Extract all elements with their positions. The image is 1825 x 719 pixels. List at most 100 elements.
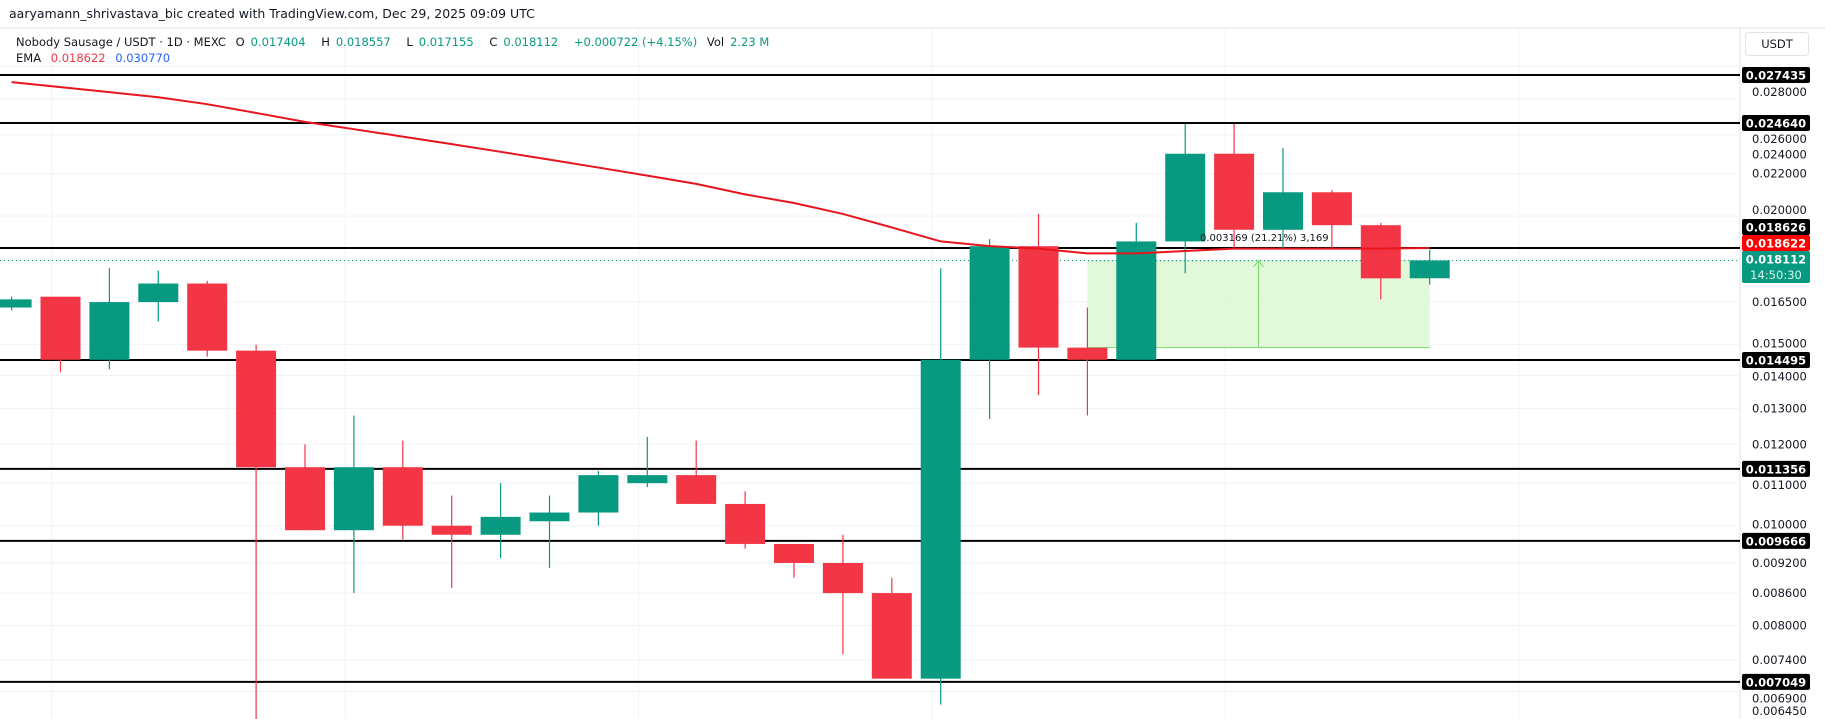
level-price-label: 0.024640 (1746, 116, 1806, 130)
candle-body (1409, 260, 1450, 279)
y-tick-label: 0.026000 (1752, 132, 1807, 146)
chart-credit: aaryamann_shrivastava_bic created with T… (9, 6, 535, 21)
y-tick-label: 0.022000 (1752, 167, 1807, 181)
candle-body (529, 512, 570, 522)
candle-up (0, 296, 32, 311)
candle-body (382, 467, 423, 526)
candle-body (187, 283, 228, 351)
low-value: L 0.017155 (406, 35, 479, 49)
low-label: L (406, 35, 413, 49)
y-tick-label: 0.008600 (1752, 586, 1807, 600)
candle-body (725, 503, 766, 544)
candle-body (285, 467, 325, 531)
candle-up (89, 268, 130, 370)
open-value: O 0.017404 (236, 35, 312, 49)
ema-value-1: 0.018622 (50, 51, 106, 65)
candle-up (480, 483, 521, 559)
candle-body (0, 299, 32, 308)
y-tick-label: 0.013000 (1752, 402, 1807, 416)
candle-body (1360, 225, 1401, 279)
candle-body (480, 516, 521, 535)
symbol-label[interactable]: Nobody Sausage / USDT · 1D · MEXC (16, 35, 226, 49)
candle-body (89, 302, 130, 360)
volume-number: 2.23 M (730, 35, 770, 49)
ema-price-label-bg (1742, 235, 1810, 251)
y-tick-label: 0.015000 (1752, 337, 1807, 351)
y-tick-label: 0.009200 (1752, 556, 1807, 570)
candle-down (1360, 222, 1401, 300)
candle-up (578, 471, 619, 526)
level-price-label-bg (1742, 67, 1810, 83)
candle-up (529, 495, 570, 568)
candle-up (1409, 249, 1450, 285)
candle-body (1067, 347, 1108, 360)
level-price-label-bg (1742, 114, 1810, 131)
candle-body (627, 475, 668, 484)
candle-up (1116, 222, 1157, 360)
y-tick-label: 0.007400 (1752, 653, 1807, 667)
y-tick-label: 0.012000 (1752, 437, 1807, 451)
level-price-label-bg (1742, 532, 1810, 549)
candle-down (1311, 190, 1352, 249)
candle-body (578, 475, 619, 513)
measure-label: 0.003169 (21.21%) 3,169 (1200, 233, 1329, 244)
level-price-label: 0.018626 (1746, 221, 1806, 235)
candle-down (285, 444, 325, 531)
change-value: +0.000722 (+4.15%) (573, 35, 698, 49)
candle-up (920, 268, 961, 705)
candle-down (1067, 307, 1108, 416)
candle-down (431, 495, 472, 588)
level-price-label: 0.007049 (1746, 675, 1806, 689)
candle-body (969, 246, 1010, 360)
candle-body (1263, 192, 1303, 230)
candle-body (138, 283, 179, 303)
candle-up (333, 415, 374, 594)
level-price-label: 0.009666 (1746, 534, 1806, 548)
candle-down (187, 280, 228, 357)
measure-arrow-head-icon (1253, 259, 1264, 268)
ema-legend[interactable]: EMA 0.018622 0.030770 (16, 50, 781, 66)
candle-up (969, 239, 1010, 419)
level-price-label: 0.011356 (1746, 462, 1806, 476)
ema-price-label: 0.018622 (1746, 237, 1806, 251)
y-tick-label: 0.024000 (1752, 148, 1807, 162)
y-tick-label: 0.011000 (1752, 478, 1807, 492)
candle-body (236, 350, 277, 468)
last-price-label: 0.018112 (1746, 253, 1806, 267)
chart-legend: Nobody Sausage / USDT · 1D · MEXC O 0.017… (16, 34, 781, 66)
y-tick-label: 0.028000 (1752, 85, 1807, 99)
level-price-label-bg (1742, 351, 1810, 368)
candle-down (1214, 123, 1255, 249)
level-price-label-bg (1742, 219, 1810, 235)
candle-down (725, 491, 766, 549)
high-number: 0.018557 (335, 35, 391, 49)
candle-body (1165, 153, 1206, 242)
candle-body (822, 562, 863, 594)
y-tick-label: 0.020000 (1752, 203, 1807, 217)
candle-body (871, 593, 912, 679)
ohlc-legend: Nobody Sausage / USDT · 1D · MEXC O 0.017… (16, 34, 781, 50)
countdown-label: 14:50:30 (1750, 268, 1802, 282)
candle-up (1165, 123, 1206, 274)
candle-body (1214, 153, 1255, 230)
y-tick-label: 0.006900 (1752, 691, 1807, 705)
y-tick-label: 0.016500 (1752, 295, 1807, 309)
candle-down (1018, 213, 1059, 396)
level-price-label-bg (1742, 673, 1810, 690)
y-tick-label: 0.008000 (1752, 618, 1807, 632)
candle-up (138, 270, 179, 322)
y-tick-label: 0.006450 (1752, 704, 1807, 718)
level-price-label-bg (1742, 460, 1810, 477)
ema-line (11, 81, 1430, 255)
axis-unit-button[interactable]: USDT (1745, 32, 1809, 56)
candle-down (676, 440, 717, 504)
candle-body (333, 467, 374, 531)
candle-body (431, 525, 472, 535)
candle-down (382, 440, 423, 540)
low-number: 0.017155 (418, 35, 474, 49)
candle-down (822, 534, 863, 655)
volume-value: Vol 2.23 M (707, 35, 775, 49)
ema-label: EMA (16, 51, 42, 65)
candle-up (627, 436, 668, 488)
